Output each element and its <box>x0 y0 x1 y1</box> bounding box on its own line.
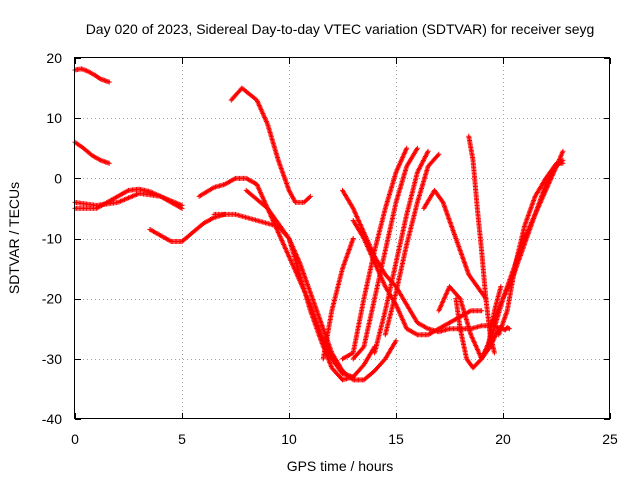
data-point <box>436 151 442 157</box>
series-arc-9 <box>243 187 399 383</box>
data-point-interp <box>360 345 366 351</box>
data-point <box>491 350 497 356</box>
y-tick-label: -20 <box>42 291 62 307</box>
data-point <box>425 148 431 154</box>
y-tick-label: 20 <box>46 50 62 66</box>
x-tick-label: 10 <box>281 431 297 447</box>
grid <box>75 58 610 419</box>
data-point <box>404 145 410 151</box>
series-arc-24 <box>500 325 512 333</box>
data-point <box>106 79 112 85</box>
series-arc-22 <box>489 157 566 326</box>
x-tick-label: 0 <box>71 431 79 447</box>
x-tick-label: 20 <box>495 431 511 447</box>
series-arc-7 <box>228 85 313 205</box>
chart-title: Day 020 of 2023, Sidereal Day-to-day VTE… <box>86 21 595 37</box>
y-axis-label: SDTVAR / TECUs <box>6 182 22 294</box>
data-point <box>393 338 399 344</box>
series-arc-23 <box>496 160 566 338</box>
x-tick-label: 15 <box>388 431 404 447</box>
series-arc-1 <box>72 66 112 85</box>
data-point <box>350 236 356 241</box>
x-axis-label: GPS time / hours <box>287 458 394 474</box>
y-tick-label: -10 <box>42 231 62 247</box>
data-point <box>506 326 512 332</box>
data-point-interp <box>306 194 312 200</box>
series-arc-11 <box>340 145 410 362</box>
series-arc-4 <box>72 186 185 211</box>
data-point <box>414 145 420 151</box>
data-point <box>479 308 485 314</box>
series-arc-8 <box>211 211 378 383</box>
data-point <box>560 148 566 154</box>
data-point <box>179 205 185 211</box>
series-arc-10 <box>320 236 356 362</box>
data-point <box>106 160 112 166</box>
plot-frame <box>74 57 610 419</box>
data-point <box>307 193 313 199</box>
series-arc-19 <box>466 133 497 356</box>
data-point-interp <box>505 325 511 331</box>
data-points <box>72 66 566 383</box>
y-tick-label: 10 <box>46 110 62 126</box>
data-point-interp <box>435 152 441 158</box>
data-point <box>560 160 566 166</box>
y-tick-label: 0 <box>54 170 62 186</box>
tick-labels: 0 5 10 15 20 25 -40 -30 -20 -10 0 10 20 <box>42 50 618 447</box>
series-arc-2 <box>72 139 112 166</box>
x-tick-label: 5 <box>178 431 186 447</box>
y-tick-label: -40 <box>42 411 62 427</box>
series-arc-17 <box>421 187 489 302</box>
axis-ticks <box>75 58 611 420</box>
data-point-interp <box>97 75 103 81</box>
data-point-interp <box>349 376 355 382</box>
y-tick-label: -30 <box>42 351 62 367</box>
data-point <box>498 284 504 290</box>
x-tick-label: 25 <box>602 431 618 447</box>
